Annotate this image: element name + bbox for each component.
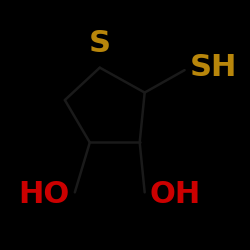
Text: OH: OH bbox=[150, 180, 201, 209]
Text: SH: SH bbox=[190, 53, 237, 82]
Text: S: S bbox=[89, 29, 111, 58]
Text: HO: HO bbox=[18, 180, 70, 209]
